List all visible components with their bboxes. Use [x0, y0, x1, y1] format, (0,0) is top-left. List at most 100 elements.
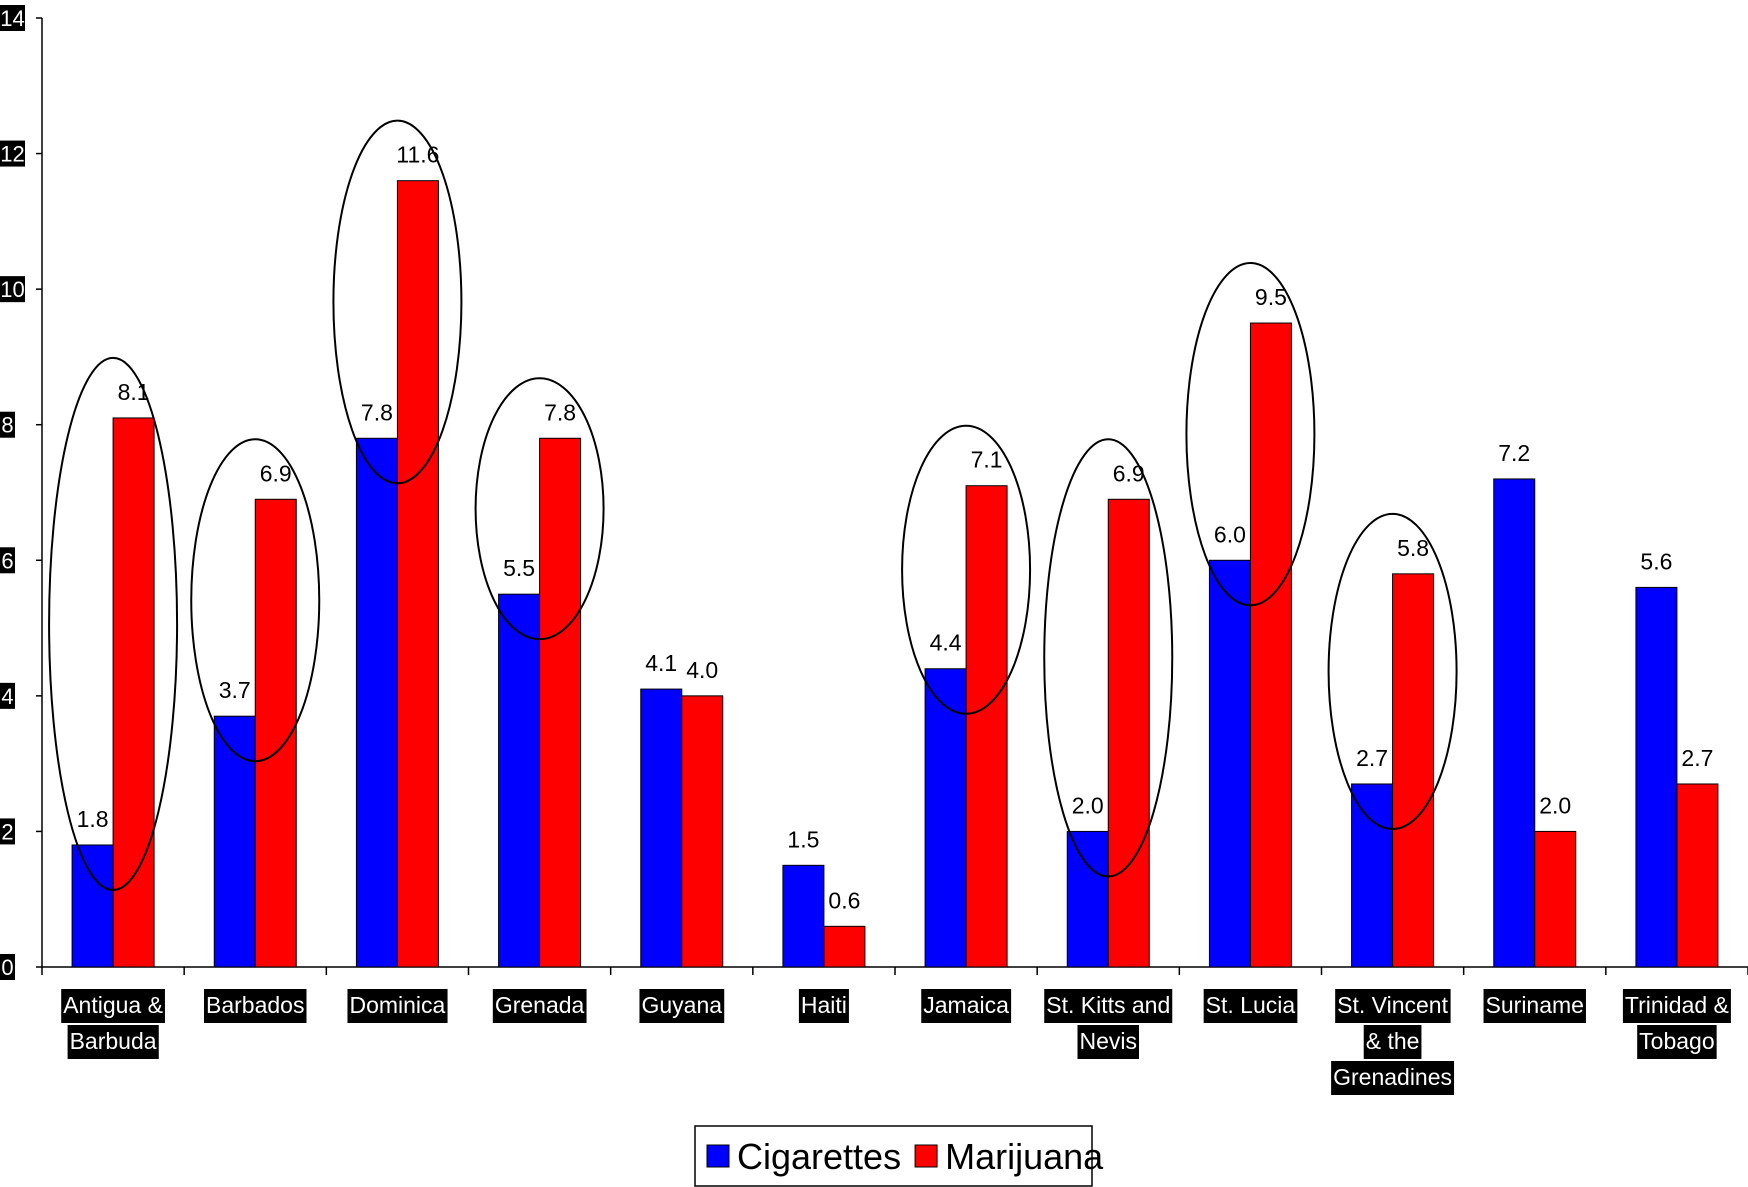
y-tick-label: 12	[0, 142, 24, 167]
bar-marijuana	[965, 485, 1008, 968]
legend-label-cigarettes: Cigarettes	[737, 1136, 901, 1177]
category-labels: Antigua & Barbuda Barbados Dominica Grenada G…	[61, 989, 1731, 1095]
category-label: Dominica	[349, 992, 445, 1018]
data-label-marijuana: 2.0	[1539, 792, 1571, 818]
category-label: St. Vincent	[1337, 992, 1448, 1018]
bar-marijuana	[823, 925, 866, 968]
category-label: Barbuda	[70, 1028, 157, 1054]
bar-cigarettes	[498, 593, 541, 968]
legend-box	[694, 1125, 1093, 1187]
data-label-cigarettes: 4.4	[930, 630, 962, 656]
y-tick-label-bg	[0, 140, 25, 167]
category-label: Nevis	[1079, 1028, 1137, 1054]
data-label-cigarettes: 1.8	[77, 806, 109, 832]
data-label-cigarettes: 7.2	[1498, 440, 1530, 466]
category-label: Grenada	[495, 992, 585, 1018]
category-label: Jamaica	[923, 992, 1009, 1018]
highlight-ellipse	[332, 119, 463, 485]
y-tick-label-bg	[0, 276, 25, 303]
y-tick-label: 4	[1, 684, 13, 709]
chart-bars	[71, 180, 1719, 968]
bar-cigarettes	[355, 437, 398, 968]
category-label-bg	[921, 989, 1012, 1023]
highlight-ellipses	[48, 119, 1458, 891]
y-tick-label-bg	[0, 547, 15, 574]
data-labels: 1.8 8.1 3.7 6.9 7.8 11.6 5.5 7.8 4.1 4.0 1.5 0.6 4.4…	[77, 142, 1714, 914]
category-label: Trinidad &	[1625, 992, 1729, 1018]
category-label-bg	[1363, 1025, 1422, 1059]
category-label: Haiti	[801, 992, 847, 1018]
legend-swatch-cigarettes	[706, 1144, 730, 1168]
category-label: Antigua &	[63, 992, 163, 1018]
data-label-marijuana: 8.1	[118, 379, 150, 405]
category-label: Guyana	[641, 992, 722, 1018]
data-label-marijuana: 11.6	[396, 142, 439, 168]
data-label-cigarettes: 5.6	[1640, 548, 1672, 574]
highlight-ellipse	[1043, 438, 1174, 878]
category-label: Barbados	[206, 992, 304, 1018]
bar-cigarettes	[782, 864, 825, 968]
data-label-marijuana: 7.8	[544, 399, 576, 425]
category-label-bg	[1637, 1025, 1717, 1059]
category-label: Tobago	[1639, 1028, 1714, 1054]
category-label-bg	[61, 989, 165, 1023]
category-label-bg	[1331, 1061, 1455, 1095]
bar-marijuana	[1392, 573, 1435, 968]
data-label-cigarettes: 1.5	[787, 826, 819, 852]
chart-axes: 0 2 4 6 8 10 12 14	[0, 5, 1748, 980]
data-label-cigarettes: 4.1	[645, 650, 677, 676]
category-label-bg	[204, 989, 307, 1023]
category-label: St. Lucia	[1206, 992, 1296, 1018]
bar-cigarettes	[924, 668, 967, 968]
category-label-bg	[1044, 989, 1173, 1023]
bar-marijuana	[539, 437, 582, 968]
y-tick-label: 6	[1, 548, 13, 573]
bar-cigarettes	[640, 688, 683, 968]
y-tick-label: 0	[1, 955, 13, 980]
y-tick-label: 14	[0, 6, 24, 31]
category-label-bg	[492, 989, 587, 1023]
bar-cigarettes	[1351, 783, 1394, 968]
data-label-cigarettes: 7.8	[361, 399, 393, 425]
highlight-ellipse	[1327, 512, 1458, 830]
category-label-bg	[639, 989, 725, 1023]
category-label-bg	[347, 989, 448, 1023]
bar-marijuana	[1534, 830, 1577, 968]
bar-marijuana	[681, 695, 724, 968]
y-tick-label-bg	[0, 682, 15, 709]
highlight-ellipse	[901, 424, 1032, 715]
category-label: Grenadines	[1333, 1064, 1452, 1090]
y-tick-label-bg	[0, 818, 15, 845]
category-label: Suriname	[1486, 992, 1584, 1018]
chart-legend: Cigarettes Marijuana	[694, 1125, 1104, 1187]
data-label-cigarettes: 3.7	[219, 677, 251, 703]
category-label: & the	[1366, 1028, 1420, 1054]
y-tick-label: 2	[1, 819, 13, 844]
bar-cigarettes	[1066, 830, 1109, 968]
data-label-marijuana: 6.9	[1113, 460, 1145, 486]
bar-marijuana	[1107, 498, 1150, 968]
data-label-cigarettes: 6.0	[1214, 521, 1246, 547]
data-label-marijuana: 7.1	[971, 447, 1003, 473]
data-label-cigarettes: 2.0	[1072, 792, 1104, 818]
category-label-bg	[1622, 989, 1731, 1023]
legend-label-marijuana: Marijuana	[945, 1136, 1104, 1177]
category-label: St. Kitts and	[1046, 992, 1170, 1018]
bar-marijuana	[254, 498, 297, 968]
bar-marijuana	[1676, 783, 1719, 968]
data-label-marijuana: 0.6	[828, 887, 860, 913]
bar-cigarettes	[1635, 586, 1678, 968]
highlight-ellipse	[1185, 262, 1316, 607]
y-tick-label-bg	[0, 5, 25, 31]
category-label-bg	[798, 989, 849, 1023]
highlight-ellipse	[190, 438, 321, 763]
data-label-marijuana: 5.8	[1397, 535, 1429, 561]
data-label-marijuana: 6.9	[260, 460, 292, 486]
y-tick-label: 10	[0, 277, 24, 302]
data-label-marijuana: 2.7	[1681, 745, 1713, 771]
data-label-marijuana: 4.0	[686, 657, 718, 683]
y-tick-label-bg	[0, 411, 15, 438]
legend-swatch-marijuana	[914, 1144, 938, 1168]
y-tick-label-bg	[0, 954, 15, 980]
bar-marijuana	[396, 180, 439, 968]
